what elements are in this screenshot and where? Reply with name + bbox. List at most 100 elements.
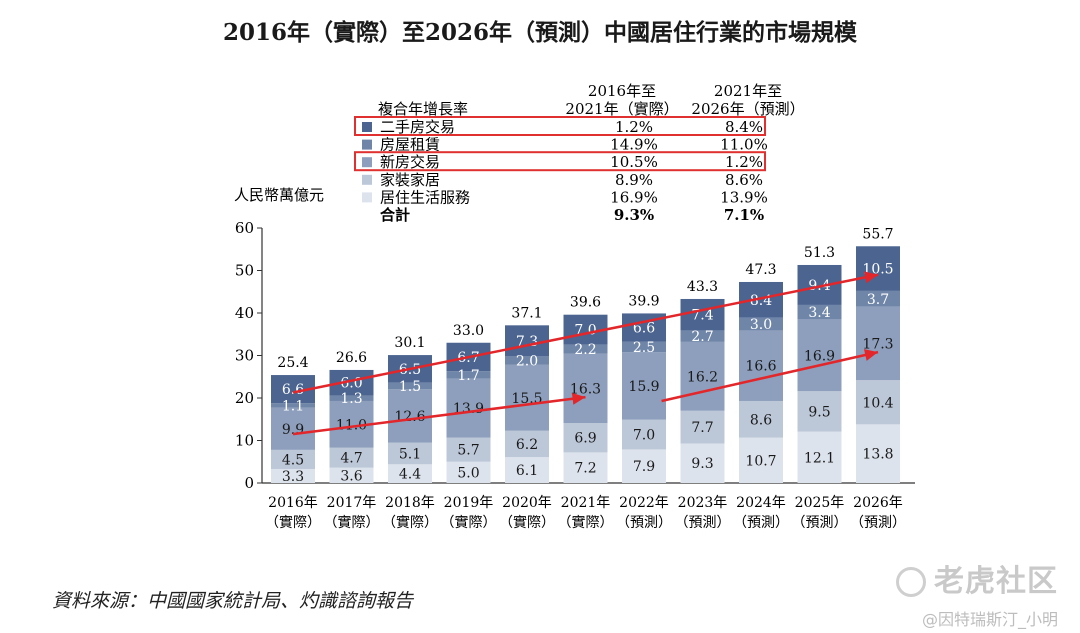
y-tick-label-4: 40 xyxy=(235,304,254,322)
y-tick-label-2: 20 xyxy=(235,389,254,407)
x-tick-label-type-6: （預測） xyxy=(616,515,672,531)
value-label-房屋租賃-1: 1.3 xyxy=(340,391,362,407)
x-tick-label-type-8: （預測） xyxy=(733,515,789,531)
cagr-col1-header-line1: 2016年至 xyxy=(588,82,656,100)
x-tick-label-year-1: 2017年 xyxy=(327,495,377,511)
value-label-新房交易-7: 16.2 xyxy=(687,369,718,385)
value-labels: 3.34.59.91.16.625.42016年（實際）3.64.711.01.… xyxy=(265,226,906,531)
cagr-col2-header-line1: 2021年至 xyxy=(714,82,782,100)
value-label-家裝家居-1: 4.7 xyxy=(340,451,362,467)
watermark-user: @因特瑞斯汀_小明 xyxy=(921,610,1058,629)
bar-segment-二手房交易-8 xyxy=(739,281,783,318)
value-label-家裝家居-2: 5.1 xyxy=(399,446,421,462)
bar-segment-居住生活服務-2 xyxy=(388,464,432,483)
value-label-家裝家居-7: 7.7 xyxy=(691,420,713,436)
bar-segment-二手房交易-10 xyxy=(856,246,900,291)
bar-segment-二手房交易-7 xyxy=(680,298,725,331)
value-label-家裝家居-0: 4.5 xyxy=(282,452,304,468)
total-label-3: 33.0 xyxy=(453,323,484,339)
tiger-logo-icon xyxy=(896,567,926,597)
cagr-2021-2026-2: 1.2% xyxy=(725,153,763,171)
cagr-col2-header-line2: 2026年（預測） xyxy=(691,100,804,118)
bar-segment-居住生活服務-9 xyxy=(797,431,842,483)
bar-segment-房屋租賃-1 xyxy=(329,395,374,401)
x-tick-label-type-0: （實際） xyxy=(265,514,321,531)
value-label-房屋租賃-8: 3.0 xyxy=(750,317,772,333)
cagr-2016-2021-1: 14.9% xyxy=(610,136,658,154)
bar-segment-房屋租賃-4 xyxy=(505,356,549,365)
bar-segment-新房交易-5 xyxy=(563,353,608,424)
cagr-legend-table: 二手房交易 1.2% 8.4% 房屋租賃 14.9% 11.0% 新房交易 10.5% 1.2%… xyxy=(354,116,768,224)
trend-arrows xyxy=(292,271,879,436)
bar-segment-房屋租賃-6 xyxy=(622,341,666,353)
value-label-二手房交易-0: 6.6 xyxy=(282,382,304,398)
value-label-二手房交易-6: 6.6 xyxy=(633,320,655,336)
bar-segment-新房交易-2 xyxy=(388,389,432,443)
bar-segment-家裝家居-6 xyxy=(622,419,666,450)
value-label-居住生活服務-3: 5.0 xyxy=(457,465,479,481)
value-label-房屋租賃-10: 3.7 xyxy=(867,292,889,308)
value-label-居住生活服務-2: 4.4 xyxy=(399,467,421,483)
value-label-新房交易-5: 16.3 xyxy=(570,381,601,397)
x-tick-label-year-0: 2016年 xyxy=(268,495,318,511)
x-tick-label-type-4: （實際） xyxy=(499,514,555,531)
x-tick-label-year-4: 2020年 xyxy=(502,495,552,511)
source-note: 資料來源：中國國家統計局、灼識諮詢報告 xyxy=(52,590,414,612)
bar-segment-新房交易-0 xyxy=(271,407,315,450)
cagr-2016-2021-4: 16.9% xyxy=(610,188,658,206)
value-label-家裝家居-8: 8.6 xyxy=(750,412,772,428)
value-label-新房交易-3: 13.9 xyxy=(453,401,484,417)
value-label-家裝家居-5: 6.9 xyxy=(574,431,596,447)
y-axis-label: 人民幣萬億元 xyxy=(234,186,324,204)
bar-segment-房屋租賃-7 xyxy=(680,330,725,342)
legend-swatch-3 xyxy=(362,174,372,185)
value-label-房屋租賃-4: 2.0 xyxy=(516,354,538,370)
bar-segment-居住生活服務-0 xyxy=(271,468,315,483)
bar-segment-居住生活服務-5 xyxy=(563,452,608,483)
x-tick-label-type-10: （預測） xyxy=(850,515,906,531)
bar-segment-居住生活服務-6 xyxy=(622,449,666,483)
cagr-2016-2021-3: 8.9% xyxy=(615,171,653,189)
watermark-logo: 老虎社区 xyxy=(878,556,1058,600)
bar-segment-居住生活服務-10 xyxy=(856,424,900,483)
value-label-居住生活服務-8: 10.7 xyxy=(745,453,776,469)
legend-swatch-0 xyxy=(362,122,372,132)
highlight-box-0 xyxy=(354,116,766,136)
bar-segment-家裝家居-2 xyxy=(388,442,432,465)
x-tick-label-year-6: 2022年 xyxy=(619,495,669,511)
total-label-1: 26.6 xyxy=(336,350,367,366)
value-label-居住生活服務-6: 7.9 xyxy=(633,459,655,475)
value-label-居住生活服務-0: 3.3 xyxy=(282,469,304,485)
value-label-居住生活服務-9: 12.1 xyxy=(804,450,835,466)
value-label-房屋租賃-5: 2.2 xyxy=(574,342,596,358)
legend-label-1: 房屋租賃 xyxy=(380,136,440,154)
value-label-居住生活服務-5: 7.2 xyxy=(574,461,596,477)
total-label-8: 47.3 xyxy=(745,262,776,278)
bar-segment-二手房交易-4 xyxy=(505,325,549,357)
value-label-居住生活服務-7: 9.3 xyxy=(691,456,713,472)
watermark: 老虎社区 @因特瑞斯汀_小明 xyxy=(878,556,1058,630)
cagr-2021-2026-0: 8.4% xyxy=(725,118,763,136)
y-tick-label-3: 30 xyxy=(235,347,254,365)
value-label-家裝家居-9: 9.5 xyxy=(808,404,830,420)
value-label-新房交易-9: 16.9 xyxy=(804,348,835,364)
value-label-房屋租賃-7: 2.7 xyxy=(691,329,713,345)
value-label-家裝家居-4: 6.2 xyxy=(516,437,538,453)
y-tick-label-1: 10 xyxy=(235,432,254,450)
bar-segment-新房交易-7 xyxy=(680,341,725,411)
trend-arrow-bottom-left-head xyxy=(571,392,586,405)
x-tick-label-year-5: 2021年 xyxy=(561,495,611,511)
bar-segment-房屋租賃-9 xyxy=(797,304,842,320)
bar-segment-新房交易-8 xyxy=(739,330,783,401)
value-label-新房交易-6: 15.9 xyxy=(628,379,659,395)
x-tick-label-year-8: 2024年 xyxy=(736,495,786,511)
value-label-新房交易-8: 16.6 xyxy=(745,359,776,375)
trend-arrow-top-line xyxy=(292,273,879,394)
legend-label-0: 二手房交易 xyxy=(380,118,455,136)
cagr-2021-2026-4: 13.9% xyxy=(720,188,768,206)
cagr-2016-2021-0: 1.2% xyxy=(615,118,653,136)
x-tick-label-year-9: 2025年 xyxy=(795,495,845,511)
legend-label-3: 家裝家居 xyxy=(380,171,440,189)
bar-segment-房屋租賃-2 xyxy=(388,382,432,390)
total-label-6: 39.9 xyxy=(628,293,659,309)
